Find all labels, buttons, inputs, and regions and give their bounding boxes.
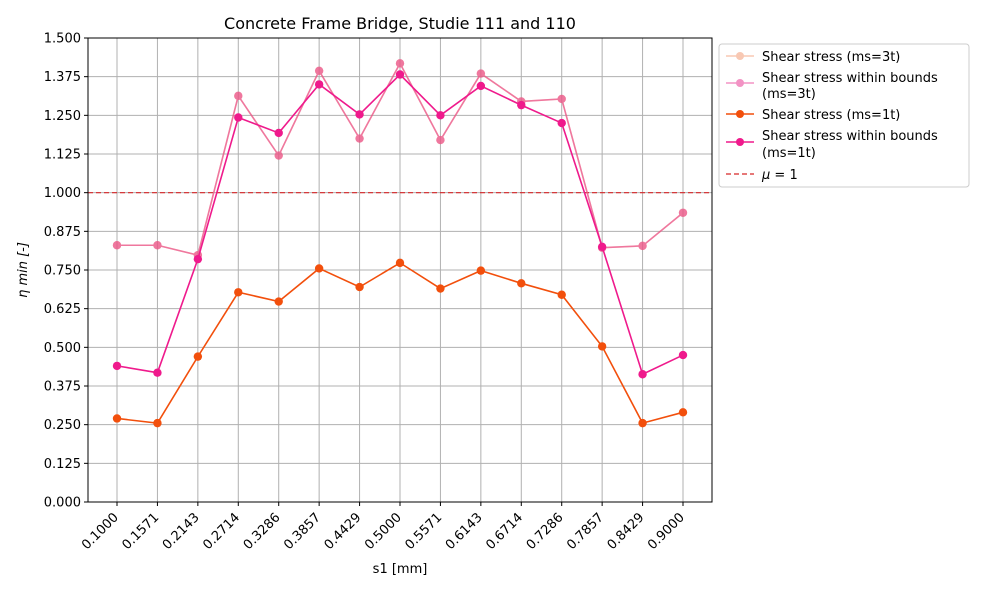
data-point (193, 352, 203, 361)
data-point (153, 241, 162, 250)
chart-title: Concrete Frame Bridge, Studie 111 and 11… (224, 14, 576, 33)
data-point (112, 361, 122, 371)
data-point (274, 151, 283, 160)
legend-label: Shear stress (ms=3t) (762, 50, 900, 65)
y-tick-label: 1.000 (44, 186, 81, 201)
data-point (314, 66, 324, 75)
data-point (678, 408, 688, 417)
data-point (597, 342, 607, 351)
x-tick-label: 0.1000 (79, 510, 122, 553)
data-point (274, 297, 283, 306)
legend-swatch-marker (736, 79, 744, 87)
x-axis: 0.10000.15710.21430.27140.32860.38570.44… (79, 502, 688, 553)
y-tick-label: 0.125 (44, 457, 81, 472)
data-point (355, 282, 364, 292)
y-axis: 0.000 0.125 0.250 0.375 0.500 0.625 0.750 0.875… (44, 32, 88, 511)
data-point (476, 81, 486, 91)
data-point (678, 350, 688, 360)
legend-entry (726, 79, 754, 87)
data-point (274, 128, 283, 138)
y-tick-label: 0.750 (44, 264, 81, 279)
x-tick-label: 0.8429 (605, 510, 648, 553)
data-point (234, 288, 243, 297)
x-tick-label: 0.3286 (241, 510, 284, 553)
x-tick-label: 0.7286 (524, 510, 567, 553)
series-group (112, 59, 688, 428)
x-tick-label: 0.4429 (322, 510, 365, 553)
data-point (557, 118, 566, 128)
data-point (436, 284, 445, 293)
legend: Shear stress (ms=3t) Shear stress within … (718, 43, 970, 188)
data-point (638, 241, 647, 251)
legend-box (718, 43, 970, 188)
series-2 (112, 258, 688, 428)
y-tick-label: 0.625 (44, 302, 81, 317)
x-tick-label: 0.2143 (160, 510, 203, 553)
data-point (355, 110, 364, 119)
data-point (234, 91, 243, 101)
data-point (355, 134, 364, 143)
legend-label: (ms=3t) (762, 87, 816, 102)
y-tick-label: 1.375 (44, 70, 81, 85)
data-point (638, 418, 647, 428)
legend-label: Shear stress within bounds (762, 129, 938, 144)
data-point (476, 266, 486, 275)
y-tick-label: 1.250 (44, 109, 81, 124)
data-point (597, 242, 607, 251)
y-tick-label: 1.125 (44, 148, 81, 163)
data-point (314, 264, 324, 273)
data-point (395, 258, 405, 268)
y-tick-label: 1.500 (44, 32, 81, 47)
x-tick-label: 0.5000 (362, 510, 405, 553)
legend-entry (726, 52, 754, 60)
x-tick-label: 0.6714 (483, 510, 526, 553)
legend-swatch-marker (736, 52, 744, 60)
data-point (112, 414, 122, 423)
data-point (153, 418, 162, 428)
legend-swatch-marker (736, 110, 744, 118)
legend-swatch-marker (736, 138, 744, 146)
x-tick-label: 0.2714 (200, 510, 243, 553)
legend-label: Shear stress (ms=1t) (762, 108, 900, 123)
x-tick-label: 0.1571 (119, 510, 162, 553)
y-tick-label: 0.000 (44, 496, 81, 511)
legend-label: Shear stress within bounds (762, 71, 938, 86)
x-tick-label: 0.5571 (402, 510, 445, 553)
data-point (153, 368, 162, 377)
data-point (234, 113, 243, 122)
x-tick-label: 0.6143 (443, 510, 486, 553)
data-point (395, 59, 405, 68)
data-point (557, 94, 566, 104)
data-point (517, 100, 526, 110)
legend-label: μ = 1 (761, 168, 798, 183)
x-tick-label: 0.9000 (645, 510, 688, 553)
series-3 (112, 70, 688, 379)
x-axis-label: s1 [mm] (373, 562, 428, 577)
x-tick-label: 0.7857 (564, 510, 607, 553)
data-point (314, 80, 324, 89)
legend-label: (ms=1t) (762, 146, 816, 161)
legend-entry (726, 110, 754, 118)
data-point (476, 69, 486, 78)
x-tick-label: 0.3857 (281, 510, 324, 553)
y-axis-label: η min [-] (16, 242, 31, 298)
y-tick-label: 0.250 (44, 418, 81, 433)
data-point (678, 208, 688, 217)
data-point (193, 254, 203, 264)
grid (88, 37, 712, 503)
data-point (436, 135, 445, 145)
data-point (638, 370, 647, 379)
y-tick-label: 0.875 (44, 225, 81, 240)
y-tick-label: 0.375 (44, 380, 81, 395)
y-tick-label: 0.500 (44, 341, 81, 356)
data-point (436, 111, 445, 120)
legend-entry (726, 138, 754, 146)
data-point (517, 279, 526, 288)
data-point (112, 241, 122, 250)
data-point (557, 290, 566, 299)
data-point (395, 70, 405, 79)
